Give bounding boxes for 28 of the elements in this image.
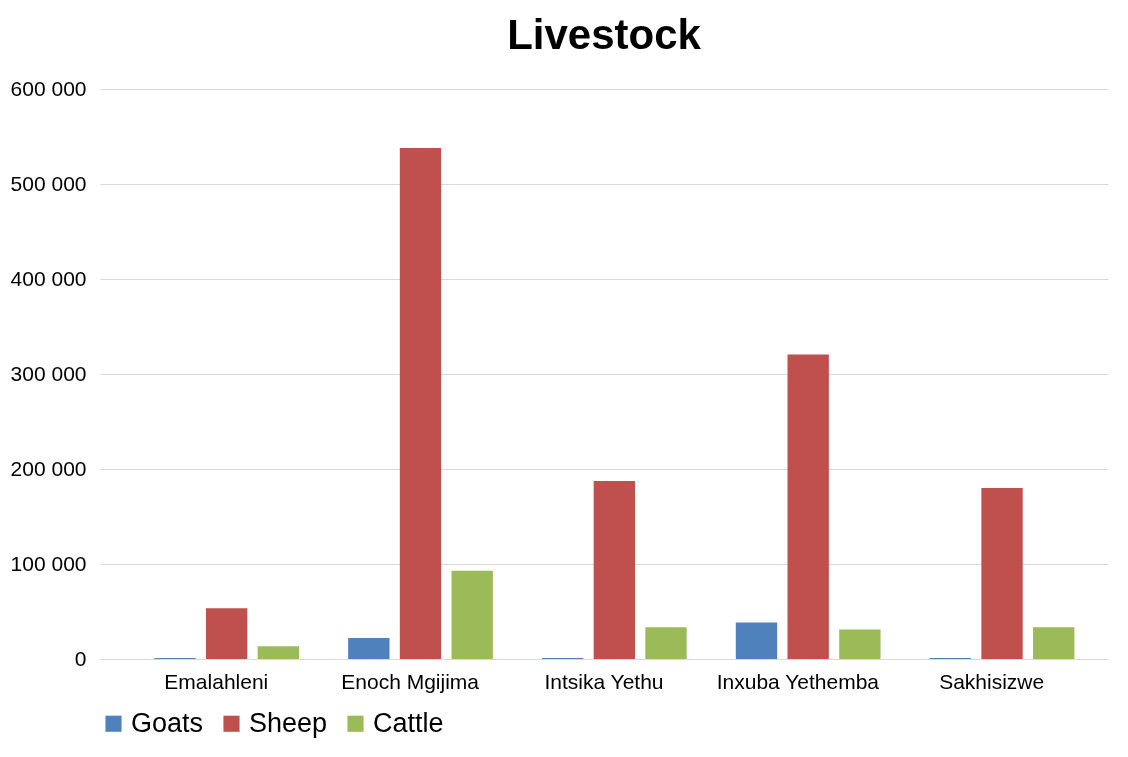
y-tick-label: 200 000 xyxy=(10,456,87,480)
bar xyxy=(205,608,248,659)
bar xyxy=(787,354,829,659)
x-tick-label: Sakhisizwe xyxy=(939,669,1045,693)
x-tick-label: Emalahleni xyxy=(164,669,269,693)
chart-title: Livestock xyxy=(507,11,702,58)
bar xyxy=(257,646,300,659)
bar xyxy=(348,638,390,659)
x-tick-label: Intsika Yethu xyxy=(544,669,664,693)
bar xyxy=(735,622,778,659)
y-tick-label: 0 xyxy=(74,646,87,670)
bar xyxy=(1033,627,1075,659)
y-tick-label: 300 000 xyxy=(10,361,87,385)
y-tick-label: 600 000 xyxy=(10,76,87,100)
legend-label: Sheep xyxy=(249,707,328,738)
bar xyxy=(839,629,881,659)
legend-label: Goats xyxy=(131,707,204,738)
legend-label: Cattle xyxy=(373,707,444,738)
bar xyxy=(981,488,1023,659)
y-tick-label: 500 000 xyxy=(10,171,87,195)
bar xyxy=(593,480,636,659)
bar xyxy=(451,570,493,659)
y-tick-label: 400 000 xyxy=(10,266,87,290)
x-tick-label: Enoch Mgijima xyxy=(341,669,480,693)
y-tick-label: 100 000 xyxy=(10,551,87,575)
bar xyxy=(399,147,442,659)
x-tick-label: Inxuba Yethemba xyxy=(716,669,880,693)
bar xyxy=(645,627,687,659)
